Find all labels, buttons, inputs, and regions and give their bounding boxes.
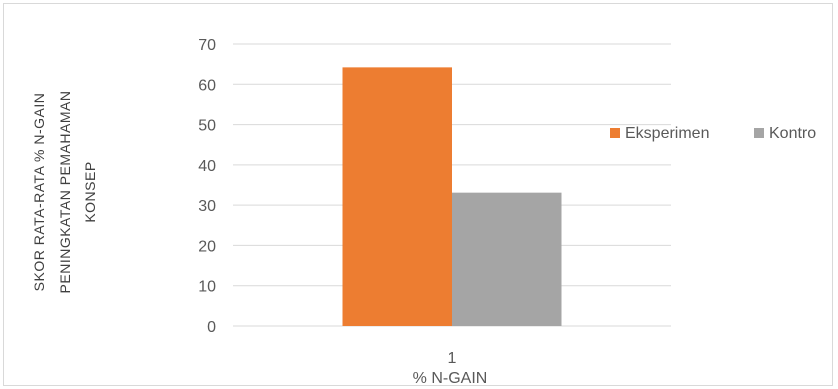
- y-axis-ticks: 0 10 20 30 40 50 60 70: [198, 37, 216, 336]
- y-axis-title-line-2: PENINGKATAN PEMAHAMAN: [57, 91, 73, 294]
- y-tick-label: 10: [198, 279, 216, 296]
- y-tick-label: 60: [198, 77, 216, 94]
- legend: Eksperimen Kontro: [610, 125, 816, 142]
- bar-kontrol: [452, 192, 562, 326]
- y-tick-label: 0: [207, 319, 216, 336]
- legend-swatch-kontrol: [754, 128, 764, 138]
- bar-chart: 0 10 20 30 40 50 60 70 1 SKOR RATA-RATA % N-GAI…: [31, 37, 816, 386]
- legend-label-eksperimen: Eksperimen: [625, 125, 709, 142]
- x-axis-title: % N-GAIN: [413, 370, 488, 386]
- legend-label-kontrol: Kontro: [769, 125, 816, 142]
- bar-eksperimen: [342, 67, 452, 326]
- x-tick-label: 1: [448, 350, 457, 367]
- y-tick-label: 70: [198, 37, 216, 54]
- legend-swatch-eksperimen: [610, 128, 620, 138]
- y-tick-label: 40: [198, 158, 216, 175]
- y-tick-label: 50: [198, 118, 216, 135]
- x-axis-ticks: 1: [448, 350, 457, 367]
- y-tick-label: 30: [198, 198, 216, 215]
- y-tick-label: 20: [198, 238, 216, 255]
- bars: [342, 67, 562, 326]
- y-axis-title-line-3: KONSEP: [82, 161, 98, 222]
- y-axis-title-line-1: SKOR RATA-RATA % N-GAIN: [31, 93, 47, 292]
- chart-frame: 0 10 20 30 40 50 60 70 1 SKOR RATA-RATA % N-GAI…: [3, 3, 833, 386]
- y-axis-title: SKOR RATA-RATA % N-GAIN PENINGKATAN PEMA…: [31, 91, 98, 294]
